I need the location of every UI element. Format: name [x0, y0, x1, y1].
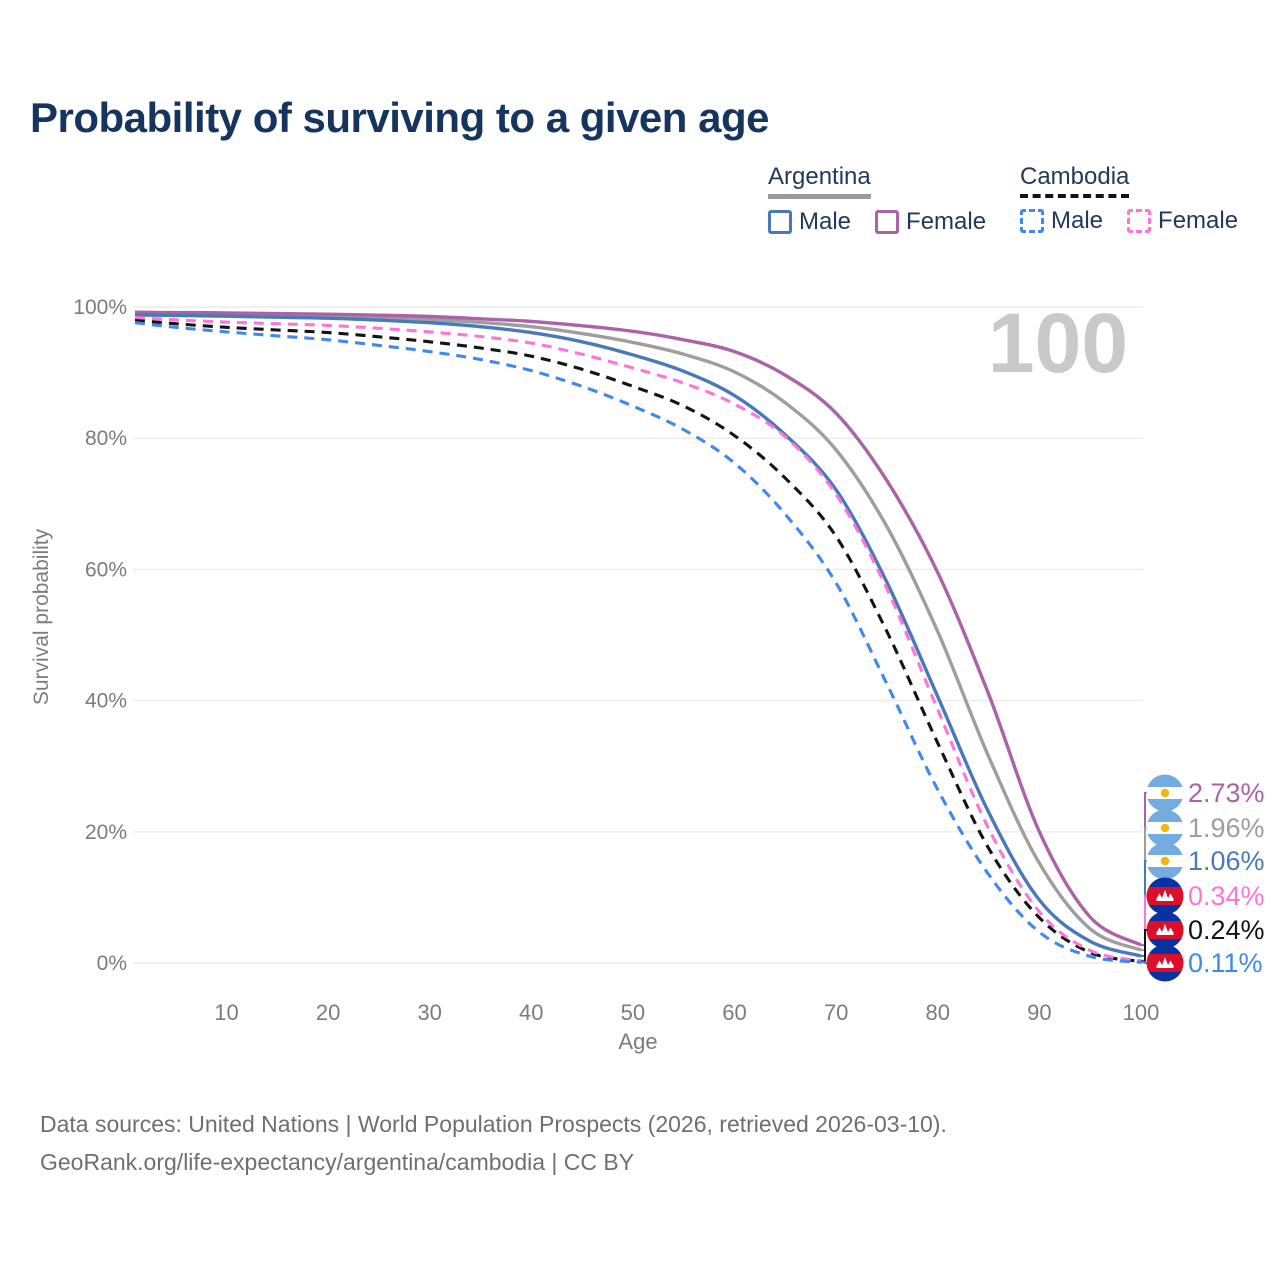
legend-underline-argentina: [768, 194, 871, 199]
legend-country-argentina[interactable]: Argentina: [768, 163, 871, 199]
y-tick-label: 0%: [97, 952, 127, 975]
x-tick-label: 30: [417, 1000, 441, 1025]
line-cambodia-both-sexes: [134, 318, 1142, 963]
data-sources-note: Data sources: United Nations | World Pop…: [40, 1106, 947, 1182]
line-cambodia-male: [134, 321, 1142, 964]
x-tick-label: 20: [316, 1000, 340, 1025]
legend-item-cambodia-male[interactable]: Male: [1020, 207, 1103, 235]
legend-swatch-argentina-female: [875, 210, 900, 234]
legend-country-label: Argentina: [768, 163, 871, 190]
legend-group-cambodia: Cambodia Male Female: [1020, 163, 1238, 235]
x-tick-label: 40: [519, 1000, 543, 1025]
argentina-flag-icon: [1146, 809, 1184, 847]
x-tick-label: 60: [722, 1000, 746, 1025]
line-argentina-male: [134, 313, 1142, 958]
end-value-label: 0.34%: [1188, 881, 1265, 911]
line-cambodia-female: [134, 315, 1142, 963]
legend-item-label: Male: [1051, 207, 1104, 234]
legend-underline-cambodia: [1020, 194, 1130, 198]
y-tick-label: 100%: [73, 296, 127, 319]
cambodia-flag-icon: [1146, 944, 1184, 982]
legend-item-label: Female: [906, 208, 987, 235]
y-tick-label: 40%: [85, 690, 127, 713]
end-value-label: 0.11%: [1188, 948, 1263, 978]
x-tick-label: 10: [214, 1000, 238, 1025]
legend-country-cambodia[interactable]: Cambodia: [1020, 163, 1130, 198]
x-tick-label: 80: [926, 1000, 950, 1025]
attribution-line: GeoRank.org/life-expectancy/argentina/ca…: [40, 1148, 635, 1175]
end-value-label: 1.96%: [1188, 813, 1265, 843]
age-watermark: 100: [988, 296, 1128, 390]
end-value-label: 0.24%: [1188, 915, 1265, 945]
x-tick-label: 90: [1027, 1000, 1051, 1025]
x-tick-label: 100: [1123, 1000, 1160, 1025]
line-argentina-both-sexes: [134, 311, 1142, 952]
legend-item-argentina-female[interactable]: Female: [875, 208, 986, 236]
page-title: Probability of surviving to a given age: [30, 94, 769, 141]
end-value-label: 2.73%: [1188, 778, 1265, 808]
x-tick-label: 70: [824, 1000, 848, 1025]
legend-swatch-cambodia-female: [1127, 209, 1152, 233]
legend-group-argentina: Argentina Male Female: [768, 163, 986, 236]
end-value-label: 1.06%: [1188, 846, 1265, 876]
legend-item-label: Female: [1158, 207, 1239, 234]
cambodia-flag-icon: [1146, 877, 1184, 915]
legend-country-label: Cambodia: [1020, 163, 1130, 190]
legend-item-label: Male: [799, 208, 852, 235]
y-tick-label: 60%: [85, 558, 127, 581]
argentina-flag-icon: [1146, 842, 1184, 880]
legend-swatch-argentina-male: [768, 210, 792, 234]
legend-item-argentina-male[interactable]: Male: [768, 208, 851, 236]
cambodia-flag-icon: [1146, 911, 1184, 949]
data-sources-line: Data sources: United Nations | World Pop…: [40, 1111, 947, 1137]
legend-swatch-cambodia-male: [1020, 209, 1044, 233]
y-axis-title: Survival probability: [30, 528, 53, 705]
y-tick-label: 20%: [85, 821, 127, 844]
line-argentina-female: [134, 310, 1142, 947]
x-axis-title: Age: [618, 1029, 657, 1054]
gridlines: 0% 20% 40% 60% 80% 100%: [73, 296, 1143, 975]
argentina-flag-icon: [1146, 774, 1184, 812]
y-tick-label: 80%: [85, 427, 127, 450]
legend-item-cambodia-female[interactable]: Female: [1127, 207, 1238, 235]
x-tick-label: 50: [621, 1000, 645, 1025]
